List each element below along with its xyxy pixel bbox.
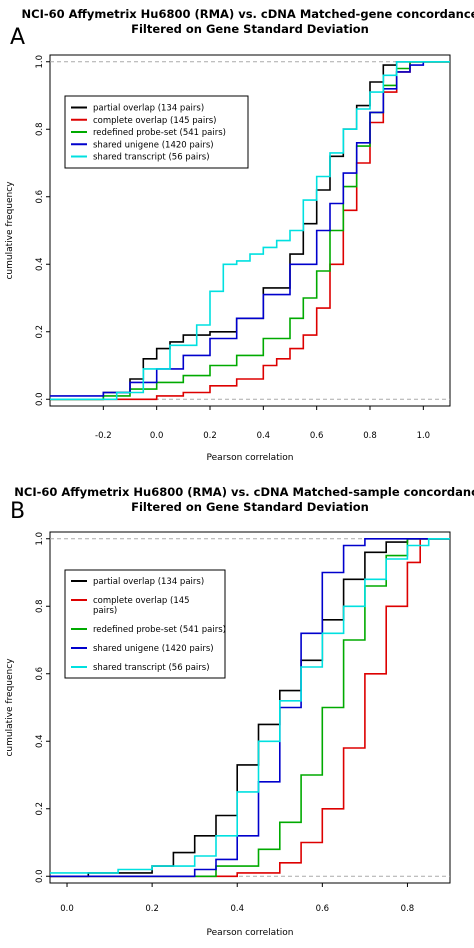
x-tick-label: 0.6 <box>310 431 324 441</box>
series-line-3 <box>50 538 450 878</box>
y-tick-label: 0.8 <box>35 122 45 136</box>
legend-entry: complete overlap (145 pairs) <box>93 116 216 126</box>
x-tick-label: 0.8 <box>401 904 415 914</box>
series-group <box>50 61 450 401</box>
panel-letter: B <box>10 499 25 524</box>
legend-entry: redefined probe-set (541 pairs) <box>93 625 226 635</box>
x-tick-label: -0.2 <box>95 431 112 441</box>
y-tick-label: 0.4 <box>35 257 45 271</box>
series-group <box>50 538 450 878</box>
chart-title: NCI-60 Affymetrix Hu6800 (RMA) vs. cDNA … <box>14 485 474 499</box>
y-tick-label: 0.6 <box>35 190 45 204</box>
legend: partial overlap (134 pairs) complete over… <box>64 95 249 169</box>
chart-panel-a: A NCI-60 Affymetrix Hu6800 (RMA) vs. cDNA… <box>5 7 474 463</box>
x-axis-label: Pearson correlation <box>207 928 294 938</box>
x-tick-label: 0.4 <box>257 431 271 441</box>
series-line-1 <box>50 538 450 878</box>
legend-entry: shared unigene (1420 pairs) <box>93 140 214 150</box>
legend-entry: partial overlap (134 pairs) <box>93 104 204 114</box>
x-tick-label: 0.0 <box>60 904 74 914</box>
legend: partial overlap (134 pairs) complete over… <box>64 569 226 679</box>
series-line-3 <box>50 61 425 397</box>
y-tick-label: 1.0 <box>35 55 45 69</box>
plot-frame <box>49 531 451 884</box>
legend-entry: shared transcript (56 pairs) <box>93 663 210 673</box>
legend-entry: partial overlap (134 pairs) <box>93 577 204 587</box>
y-axis-label: cumulative frequency <box>5 181 15 280</box>
legend-entry: redefined probe-set (541 pairs) <box>93 128 226 138</box>
y-axis-label: cumulative frequency <box>5 658 15 757</box>
y-tick-label: 0.0 <box>35 392 45 406</box>
legend-box <box>64 569 226 679</box>
chart-subtitle: Filtered on Gene Standard Deviation <box>131 22 369 36</box>
x-tick-label: 0.8 <box>363 431 377 441</box>
series-line-0 <box>50 61 450 401</box>
legend-box <box>64 95 249 169</box>
x-tick-label: 0.2 <box>145 904 159 914</box>
y-tick-label: 0.4 <box>35 734 45 748</box>
chart-title: NCI-60 Affymetrix Hu6800 (RMA) vs. cDNA … <box>22 7 474 21</box>
chart-subtitle: Filtered on Gene Standard Deviation <box>131 500 369 514</box>
y-tick-label: 0.6 <box>35 667 45 681</box>
x-tick-label: 0.0 <box>150 431 164 441</box>
x-tick-label: 0.2 <box>203 431 217 441</box>
legend-entry: shared transcript (56 pairs) <box>93 153 210 163</box>
y-tick-label: 0.0 <box>35 869 45 883</box>
x-tick-label: 1.0 <box>417 431 431 441</box>
legend-entry: shared unigene (1420 pairs) <box>93 644 214 654</box>
y-tick-label: 1.0 <box>35 532 45 546</box>
legend-entry: complete overlap (145 pairs) <box>93 596 190 616</box>
x-axis-label: Pearson correlation <box>207 453 294 463</box>
series-line-4 <box>50 61 450 401</box>
x-tick-label: 0.4 <box>230 904 244 914</box>
plot-frame <box>49 54 451 407</box>
panel-letter: A <box>10 25 25 50</box>
x-tick-label: 0.6 <box>316 904 330 914</box>
y-tick-label: 0.2 <box>35 802 45 816</box>
y-tick-label: 0.2 <box>35 325 45 339</box>
series-line-4 <box>50 538 450 874</box>
y-tick-label: 0.8 <box>35 599 45 613</box>
